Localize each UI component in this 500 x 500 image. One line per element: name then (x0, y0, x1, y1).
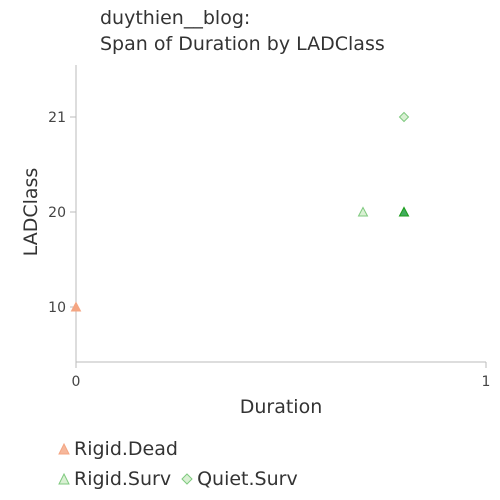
triangle-marker-icon (58, 473, 70, 485)
triangle-marker-icon (58, 443, 70, 455)
data-point-rigid-surv (357, 206, 369, 217)
legend-label: Rigid.Surv (74, 468, 172, 490)
y-tick-label: 21 (48, 110, 66, 126)
legend-item-quiet-surv: Quiet.Surv (181, 468, 298, 490)
legend-label: Quiet.Surv (197, 468, 298, 490)
legend-item-rigid-dead: Rigid.Dead (58, 438, 178, 460)
chart-title-line1: duythien__blog: (100, 7, 250, 29)
chart-title-line2: Span of Duration by LADClass (100, 33, 385, 55)
data-point-highlight (398, 206, 410, 217)
y-tick-label: 20 (48, 205, 66, 221)
diamond-marker-icon (181, 473, 193, 485)
data-point-rigid-dead (70, 301, 82, 312)
x-axis-label: Duration (240, 396, 323, 418)
data-point-quiet-surv (398, 111, 410, 123)
legend-item-rigid-surv: Rigid.Surv (58, 468, 171, 490)
y-axis-label: LADClass (20, 168, 42, 257)
x-tick-label: 0 (72, 374, 81, 390)
y-tick-label: 10 (48, 300, 66, 316)
data-points (70, 111, 410, 312)
y-ticks: 10 20 21 (48, 110, 76, 316)
legend-label: Rigid.Dead (74, 438, 178, 460)
x-tick-label: 1 (482, 374, 491, 390)
legend: Rigid.Dead Rigid.Surv Quiet.Surv (58, 434, 308, 494)
